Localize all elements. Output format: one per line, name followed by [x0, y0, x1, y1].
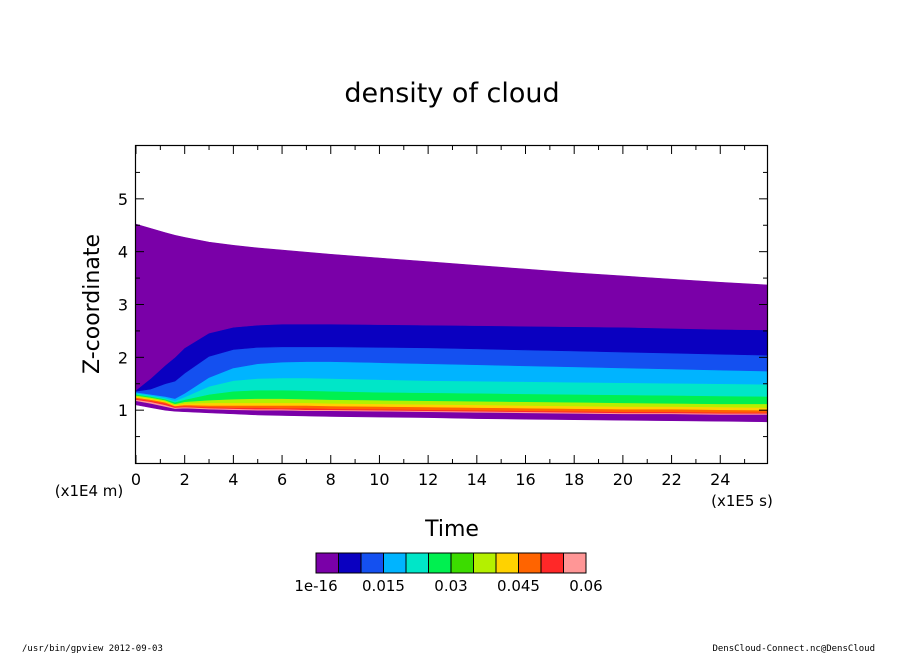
x-tick-label: 22	[661, 470, 681, 489]
plot-frame	[134, 144, 769, 465]
x-tick-label: 18	[564, 470, 584, 489]
y-axis: 1 2 3 4 5	[118, 171, 767, 438]
footer-right: DensCloud-Connect.nc@DensCloud	[712, 644, 875, 654]
colorbar-swatch	[360, 552, 384, 574]
y-tick-label: 4	[118, 243, 128, 262]
colorbar-swatch	[518, 552, 542, 574]
colorbar-label: 0.015	[362, 577, 405, 595]
x-tick-label: 6	[277, 470, 287, 489]
colorbar-label: 1e-16	[294, 577, 337, 595]
y-tick-label: 3	[118, 296, 128, 315]
y-unit-label: (x1E4 m)	[55, 482, 124, 500]
colorbar-swatch	[405, 552, 429, 574]
colorbar-swatch	[495, 552, 519, 574]
x-tick-label: 24	[710, 470, 730, 489]
colorbar-swatch	[315, 552, 339, 574]
x-axis: 0 2 4 6 8 10 12 14 16 18 20 22 24	[131, 146, 746, 489]
y-tick-label: 2	[118, 348, 128, 367]
colorbar-swatch	[473, 552, 497, 574]
x-tick-label: 16	[515, 470, 535, 489]
x-tick-label: 2	[180, 470, 190, 489]
y-tick-label: 5	[118, 190, 128, 209]
colorbar: 1e-16 0.015 0.03 0.045 0.06	[294, 552, 603, 595]
colorbar-swatch	[540, 552, 564, 574]
colorbar-swatch	[338, 552, 362, 574]
x-tick-label: 8	[326, 470, 336, 489]
x-tick-label: 20	[613, 470, 633, 489]
colorbar-swatch	[450, 552, 474, 574]
contour-fills	[135, 223, 768, 423]
colorbar-swatch	[383, 552, 407, 574]
x-tick-label: 4	[228, 470, 238, 489]
y-axis-label: Z-coordinate	[80, 234, 105, 374]
colorbar-label: 0.03	[434, 577, 467, 595]
colorbar-swatch	[563, 552, 587, 574]
x-axis-label: Time	[424, 517, 479, 542]
colorbar-label: 0.045	[497, 577, 540, 595]
colorbar-swatch	[428, 552, 452, 574]
x-unit-label: (x1E5 s)	[711, 492, 773, 510]
chart-title: density of cloud	[344, 78, 559, 109]
y-tick-label: 1	[118, 401, 128, 420]
footer-left: /usr/bin/gpview 2012-09-03	[22, 644, 163, 654]
x-tick-label: 14	[467, 470, 487, 489]
colorbar-label: 0.06	[569, 577, 602, 595]
x-tick-label: 0	[131, 470, 141, 489]
x-tick-label: 12	[418, 470, 438, 489]
x-tick-label: 10	[369, 470, 389, 489]
